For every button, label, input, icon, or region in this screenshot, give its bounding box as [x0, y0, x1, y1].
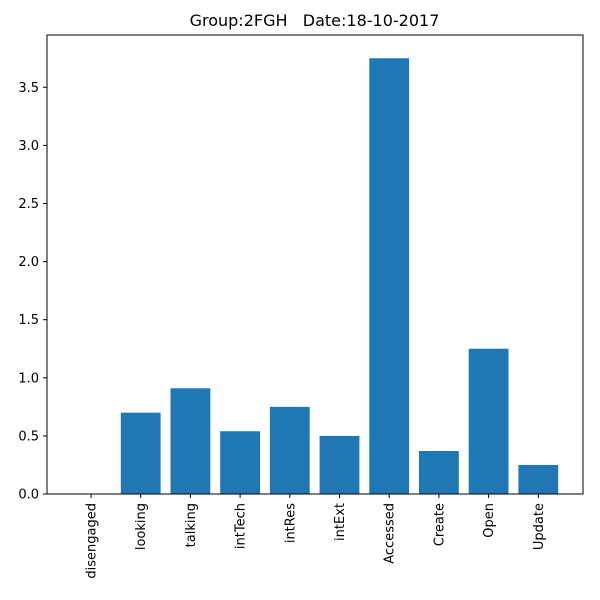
y-tick-label: 2.0 — [18, 255, 39, 270]
x-tick-label: intExt — [333, 503, 348, 541]
bar-Open — [468, 348, 509, 494]
x-tick-label: disengaged — [85, 503, 100, 579]
plot-frame — [46, 34, 584, 495]
bar-intExt — [319, 435, 360, 494]
y-tick-label: 0.5 — [18, 429, 39, 444]
y-tick-label: 1.5 — [18, 313, 39, 328]
bar-Update — [518, 464, 559, 494]
x-tick-label: Update — [532, 503, 547, 550]
y-tick-label: 3.5 — [18, 81, 39, 96]
bars-group — [120, 58, 559, 495]
y-tick-label: 2.5 — [18, 197, 39, 212]
bar-Create — [419, 451, 459, 494]
bar-Accessed — [369, 58, 410, 495]
bar-intRes — [269, 406, 310, 494]
x-tick-label: talking — [184, 503, 199, 547]
x-tick-label: Accessed — [383, 503, 398, 564]
bar-talking — [170, 388, 211, 494]
x-tick-label: Open — [482, 503, 497, 538]
x-axis: disengaged looking talking intTech intRes int… — [85, 494, 547, 579]
x-tick-label: intRes — [283, 503, 298, 543]
y-axis: 0.0 0.5 1.0 1.5 2.0 2.5 3.0 3.5 — [18, 81, 47, 503]
bar-looking — [120, 412, 161, 494]
y-tick-label: 1.0 — [18, 371, 39, 386]
x-tick-label: intTech — [234, 503, 249, 549]
bar-intTech — [220, 431, 260, 494]
chart-title: Group:2FGH Date:18-10-2017 — [190, 11, 440, 30]
y-tick-label: 0.0 — [18, 488, 39, 503]
y-tick-label: 3.0 — [18, 139, 39, 154]
x-tick-label: looking — [134, 503, 149, 550]
x-tick-label: Create — [432, 503, 447, 546]
